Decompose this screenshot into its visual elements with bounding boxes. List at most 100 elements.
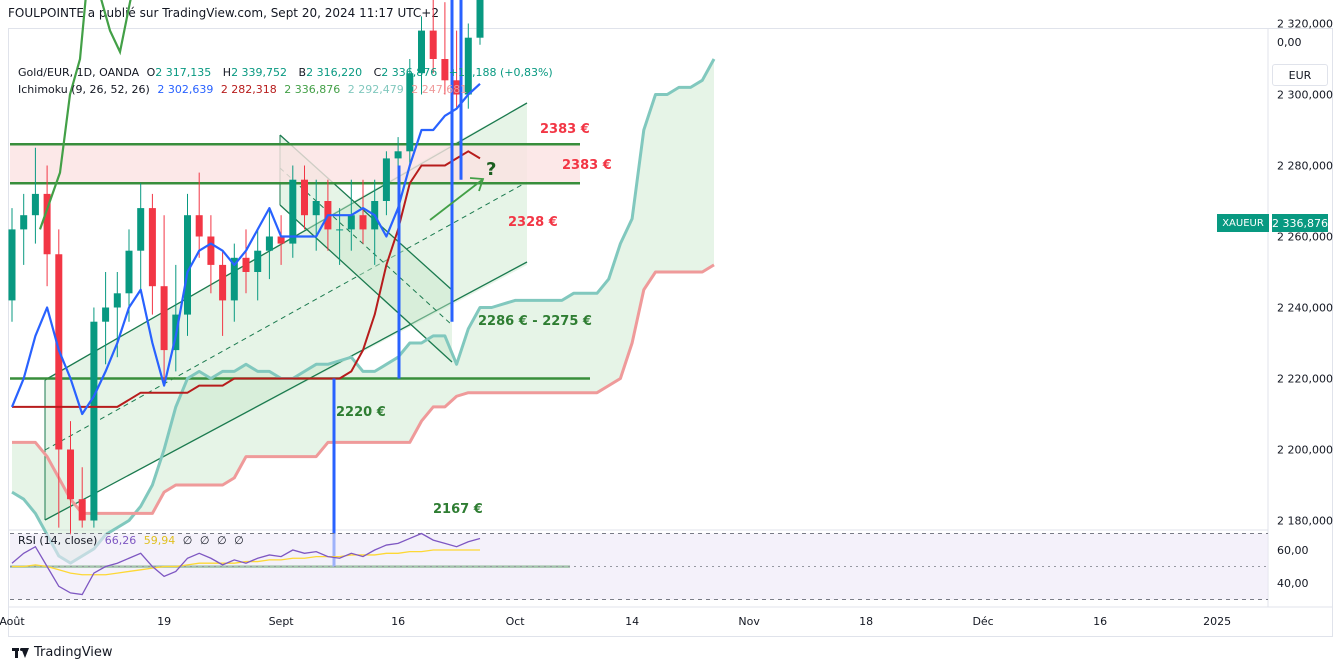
x-tick-label: 19 [157, 615, 171, 628]
rsi-tick-label: 60,00 [1277, 544, 1309, 557]
ichimoku-span-b-line [12, 263, 715, 515]
candle-body [429, 30, 437, 59]
bear-flag-mid [279, 167, 453, 326]
bear-flag-lower [279, 204, 453, 363]
legend-high: 2 339,752 [231, 66, 288, 79]
rsi-tick-label: 40,00 [1277, 577, 1309, 590]
x-tick-label: 14 [625, 615, 639, 628]
rsi-empty-4: ∅ [234, 534, 244, 547]
x-tick-label: Août [0, 615, 25, 628]
candle-body [230, 257, 238, 301]
candle-body [441, 59, 449, 81]
x-tick-label: 18 [859, 615, 873, 628]
bull-channel-lower [44, 261, 528, 521]
y-tick-label: 2 200,000 [1277, 444, 1333, 457]
rsi-ma-line [12, 549, 480, 576]
rsi-ma-value: 59,94 [143, 534, 176, 547]
rsi-value: 66,26 [104, 534, 137, 547]
candle-body [453, 80, 461, 95]
candle-body [289, 179, 297, 244]
candle-body [347, 215, 355, 230]
rsi-label: RSI (14, close) [18, 534, 98, 547]
ichimoku-legend: Ichimoku (9, 26, 52, 26) 2 302,639 2 282… [18, 83, 471, 96]
legend-change: +19,188 (+0,83%) [448, 66, 553, 79]
candle-body [464, 37, 472, 95]
rsi-empty-1: ∅ [182, 534, 193, 547]
candle-body [160, 286, 168, 351]
x-tick-label: 16 [1093, 615, 1107, 628]
candle-body [184, 215, 191, 315]
ichimoku-label: Ichimoku (9, 26, 52, 26) [18, 83, 150, 96]
candle-body [31, 193, 39, 216]
rsi-empty-2: ∅ [199, 534, 210, 547]
x-tick-label: Oct [506, 615, 526, 628]
y-tick-label: 2 240,000 [1277, 302, 1333, 315]
candle-body [242, 257, 250, 272]
candle-body [102, 307, 110, 322]
x-tick-label: Sept [269, 615, 295, 628]
candle-body [195, 215, 203, 237]
candle-body [265, 236, 273, 251]
bull-channel-mid [44, 181, 528, 451]
currency-button[interactable]: EUR [1272, 64, 1328, 86]
label-2167: 2167 € [433, 502, 483, 517]
rsi-empty-3: ∅ [216, 534, 227, 547]
label-question: ? [486, 159, 496, 180]
x-tick-label: 16 [391, 615, 405, 628]
rsi-line [11, 532, 481, 596]
ichimoku-tenkan-line [10, 83, 481, 416]
tradingview-logo-icon [12, 647, 29, 658]
legend-open: 2 317,135 [155, 66, 212, 79]
ichimoku-span-a: 2 292,479 [347, 83, 404, 96]
label-2383-a: 2383 € [540, 122, 590, 137]
candle-body [312, 201, 320, 216]
label-2328: 2328 € [508, 215, 558, 230]
candle-body [148, 208, 156, 287]
candle-body [43, 193, 51, 255]
footer-brand: TradingView [34, 645, 113, 660]
candle-body [137, 208, 145, 251]
ichimoku-span-a-line [11, 58, 716, 565]
support-zone-band [10, 144, 580, 184]
y-tick-label: 0,00 [1277, 36, 1302, 49]
x-tick-label: Déc [972, 615, 993, 628]
last-price-tag: 2 336,876 [1272, 214, 1328, 232]
label-support-zone: 2286 € - 2275 € [478, 314, 592, 329]
candle-body [336, 229, 344, 231]
candle-body [394, 151, 402, 159]
legend-low-label: B [298, 66, 307, 79]
footer: TradingView [12, 645, 113, 660]
candle-body [20, 215, 28, 230]
candle-body [476, 0, 484, 38]
legend-open-label: O [146, 66, 156, 79]
ichimoku-kijun: 2 282,318 [220, 83, 277, 96]
ichimoku-kijun-line [12, 150, 481, 408]
legend-close: 2 336,876 [381, 66, 438, 79]
ichimoku-tenkan: 2 302,639 [157, 83, 214, 96]
candle-body [406, 73, 414, 152]
legend-low: 2 316,220 [306, 66, 363, 79]
y-tick-label: 2 220,000 [1277, 373, 1333, 386]
candle-body [90, 321, 98, 521]
bull-arrow-head [469, 177, 485, 192]
candle-body [78, 499, 86, 521]
chart-frame [8, 28, 1333, 637]
x-tick-label: Nov [738, 615, 760, 628]
candle-body [382, 158, 390, 201]
symbol-tag: XAUEUR [1217, 214, 1269, 232]
ichimoku-lagging: 2 336,876 [284, 83, 341, 96]
bull-channel-fill [45, 103, 527, 520]
label-2220: 2220 € [336, 405, 386, 420]
legend-symbol: Gold/EUR, 1D, OANDA [18, 66, 140, 79]
legend-close-label: C [373, 66, 382, 79]
y-tick-label: 2 280,000 [1277, 160, 1333, 173]
y-tick-label: 2 180,000 [1277, 515, 1333, 528]
rsi-band [10, 533, 1268, 600]
label-2383-b: 2383 € [562, 158, 612, 173]
ichimoku-lagging-line [38, 0, 132, 230]
x-tick-label: 2025 [1203, 615, 1231, 628]
candle-body [113, 293, 121, 308]
y-tick-label: 2 320,000 [1277, 18, 1333, 31]
publisher-line: FOULPOINTE a publié sur TradingView.com,… [8, 6, 439, 20]
